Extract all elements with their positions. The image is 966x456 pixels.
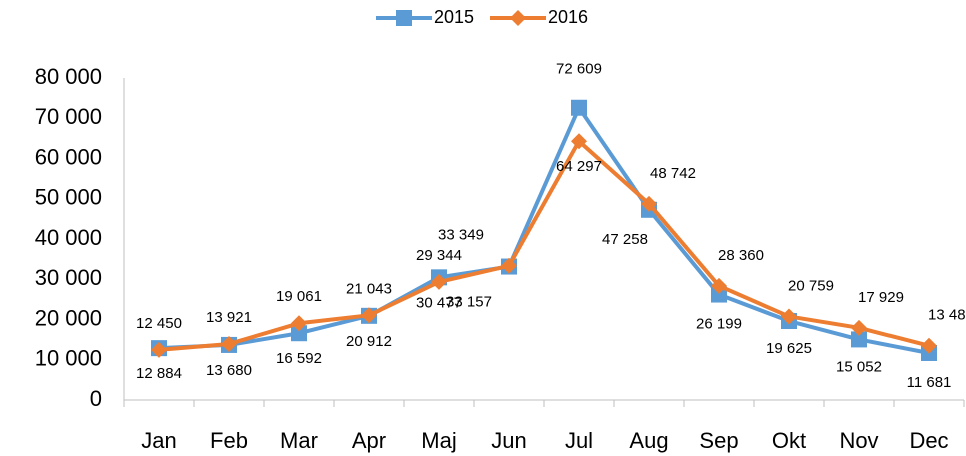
y-tick-label: 50 000 — [35, 185, 102, 210]
x-tick-label: Apr — [352, 428, 386, 453]
data-point — [711, 286, 727, 303]
y-tick-label: 60 000 — [35, 144, 102, 169]
y-tick-label: 30 000 — [35, 265, 102, 290]
x-tick-label: Aug — [629, 428, 668, 453]
x-tick-label: Feb — [210, 428, 248, 453]
data-point — [641, 195, 657, 212]
y-tick-label: 0 — [90, 386, 102, 411]
data-label: 21 043 — [346, 280, 392, 297]
data-label: 12 884 — [136, 365, 182, 382]
x-tick-label: Maj — [421, 428, 456, 453]
x-tick-label: Jul — [565, 428, 593, 453]
data-point — [851, 331, 867, 348]
data-point — [921, 337, 937, 354]
data-point — [711, 277, 727, 294]
data-label: 33 349 — [438, 227, 484, 244]
data-label: 13 487 — [928, 307, 966, 324]
data-label: 29 344 — [416, 247, 462, 264]
series-line — [158, 105, 930, 355]
data-point — [361, 307, 377, 324]
x-tick-label: Jun — [491, 428, 526, 453]
data-point — [851, 319, 867, 336]
data-label: 28 360 — [718, 247, 764, 264]
y-tick-label: 70 000 — [35, 104, 102, 129]
x-tick-label: Sep — [699, 428, 738, 453]
series-line — [158, 139, 930, 352]
data-label: 26 199 — [696, 316, 742, 333]
data-label: 64 297 — [556, 158, 602, 175]
data-point — [291, 315, 307, 332]
data-point — [571, 99, 587, 116]
data-point — [431, 273, 447, 290]
y-tick-label: 40 000 — [35, 225, 102, 250]
legend-marker — [510, 10, 526, 26]
x-tick-label: Nov — [839, 428, 878, 453]
x-tick-label: Dec — [909, 428, 948, 453]
x-tick-label: Okt — [772, 428, 806, 453]
data-label: 20 759 — [788, 277, 834, 294]
y-tick-label: 20 000 — [35, 305, 102, 330]
data-label: 19 061 — [276, 288, 322, 305]
data-label: 30 477 — [416, 294, 462, 311]
y-tick-label: 10 000 — [35, 346, 102, 371]
data-label: 33 157 — [446, 294, 492, 311]
data-label: 20 912 — [346, 333, 392, 350]
x-tick-label: Mar — [280, 428, 318, 453]
legend-label: 2016 — [548, 7, 588, 27]
data-label: 13 921 — [206, 309, 252, 326]
data-point — [501, 257, 517, 274]
data-point — [221, 335, 237, 352]
legend-label: 2015 — [434, 7, 474, 27]
data-label: 48 742 — [650, 165, 696, 182]
data-label: 47 258 — [602, 231, 648, 248]
data-label: 13 680 — [206, 362, 252, 379]
data-label: 15 052 — [836, 358, 882, 375]
data-point — [571, 133, 587, 150]
data-label: 11 681 — [907, 374, 952, 391]
data-label: 17 929 — [858, 289, 904, 306]
y-tick-label: 80 000 — [35, 64, 102, 89]
data-label: 16 592 — [276, 350, 322, 367]
data-point — [781, 308, 797, 325]
data-label: 72 609 — [556, 61, 602, 78]
data-point — [291, 325, 307, 342]
x-tick-label: Jan — [141, 428, 176, 453]
data-label: 19 625 — [766, 340, 812, 357]
data-label: 12 450 — [136, 315, 182, 332]
legend-marker — [396, 10, 412, 26]
data-point — [151, 341, 167, 358]
